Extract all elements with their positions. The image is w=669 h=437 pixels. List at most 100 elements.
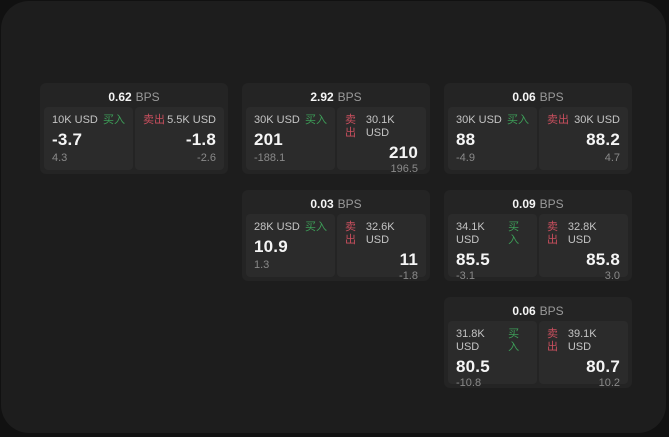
buy-delta: 4.3 (52, 152, 68, 164)
cards-grid: 0.62 BPS 10K USD 买入 -3.7 4.3 卖出 5.5K USD… (40, 83, 632, 389)
sell-size: 30K USD (574, 114, 620, 126)
bps-header: 0.06 BPS (448, 87, 628, 107)
buy-panel-top: 31.8K USD 买入 (456, 328, 529, 354)
sell-panel-top: 卖出 32.8K USD (547, 221, 620, 247)
sell-panel[interactable]: 卖出 32.6K USD 11 -1.8 (337, 214, 426, 282)
buy-panel[interactable]: 30K USD 买入 201 -188.1 (246, 107, 335, 170)
card-body: 31.8K USD 买入 80.5 -10.8 卖出 39.1K USD 80.… (448, 321, 628, 389)
bps-header: 2.92 BPS (246, 87, 426, 107)
card-body: 28K USD 买入 10.9 1.3 卖出 32.6K USD 11 -1.8 (246, 214, 426, 282)
buy-delta: -4.9 (456, 152, 475, 164)
buy-panel[interactable]: 30K USD 买入 88 -4.9 (448, 107, 537, 170)
buy-size: 30K USD (456, 114, 502, 126)
bps-unit-label: BPS (135, 90, 160, 104)
sell-tag: 卖出 (547, 221, 558, 246)
buy-delta: -188.1 (254, 152, 286, 164)
sell-panel-top: 卖出 32.6K USD (345, 221, 418, 247)
card-body: 30K USD 买入 88 -4.9 卖出 30K USD 88.2 4.7 (448, 107, 628, 170)
bps-unit-label: BPS (337, 90, 362, 104)
sell-delta: 10.2 (598, 377, 620, 389)
sell-size: 32.6K USD (365, 221, 395, 246)
bps-value: 2.92 (310, 90, 334, 104)
buy-tag: 买入 (103, 114, 125, 126)
sell-panel-top: 卖出 39.1K USD (547, 328, 620, 354)
buy-panel-top: 28K USD 买入 (254, 221, 327, 234)
sell-tag: 卖出 (345, 221, 356, 246)
buy-price: 88 (456, 130, 476, 149)
bps-value: 0.09 (512, 197, 536, 211)
buy-tag: 买入 (305, 114, 327, 126)
sell-price: 80.7 (586, 357, 620, 376)
quote-card: 0.09 BPS 34.1K USD 买入 85.5 -3.1 卖出 32.8K… (444, 190, 632, 282)
bps-header: 0.06 BPS (448, 301, 628, 321)
bps-unit-label: BPS (337, 197, 362, 211)
buy-size: 34.1K USD (456, 221, 485, 246)
quote-card: 0.06 BPS 31.8K USD 买入 80.5 -10.8 卖出 39.1… (444, 297, 632, 389)
sell-tag: 卖出 (345, 114, 356, 139)
sell-delta: 3.0 (604, 270, 620, 282)
buy-delta: -3.1 (456, 270, 475, 282)
sell-panel-top: 卖出 30.1K USD (345, 114, 418, 140)
buy-panel-top: 30K USD 买入 (254, 114, 327, 127)
buy-size: 28K USD (254, 221, 300, 233)
buy-panel[interactable]: 10K USD 买入 -3.7 4.3 (44, 107, 133, 170)
bps-unit-label: BPS (539, 90, 564, 104)
sell-panel[interactable]: 卖出 32.8K USD 85.8 3.0 (539, 214, 628, 282)
sell-panel[interactable]: 卖出 30K USD 88.2 4.7 (539, 107, 628, 170)
bps-header: 0.03 BPS (246, 194, 426, 214)
quote-card: 0.03 BPS 28K USD 买入 10.9 1.3 卖出 32.6K US… (242, 190, 430, 282)
bps-value: 0.62 (108, 90, 132, 104)
buy-price: 85.5 (456, 250, 490, 269)
buy-panel-top: 34.1K USD 买入 (456, 221, 529, 247)
buy-size: 31.8K USD (456, 328, 485, 353)
buy-price: -3.7 (52, 130, 83, 149)
buy-price: 201 (254, 130, 283, 149)
sell-panel[interactable]: 卖出 5.5K USD -1.8 -2.6 (135, 107, 224, 170)
buy-tag: 买入 (507, 114, 529, 126)
bps-unit-label: BPS (539, 304, 564, 318)
sell-panel-top: 卖出 5.5K USD (143, 114, 216, 127)
sell-tag: 卖出 (547, 328, 558, 353)
card-body: 34.1K USD 买入 85.5 -3.1 卖出 32.8K USD 85.8… (448, 214, 628, 282)
quote-card: 2.92 BPS 30K USD 买入 201 -188.1 卖出 30.1K … (242, 83, 430, 175)
buy-delta: 1.3 (254, 259, 270, 271)
buy-delta: -10.8 (456, 377, 482, 389)
sell-tag: 卖出 (143, 114, 165, 126)
sell-price: 11 (399, 250, 418, 269)
sell-price: 210 (389, 143, 418, 162)
buy-panel-top: 30K USD 买入 (456, 114, 529, 127)
bps-value: 0.03 (310, 197, 334, 211)
bps-value: 0.06 (512, 90, 536, 104)
sell-delta: 4.7 (604, 152, 620, 164)
sell-size: 39.1K USD (567, 328, 597, 353)
buy-panel[interactable]: 28K USD 买入 10.9 1.3 (246, 214, 335, 277)
sell-size: 30.1K USD (365, 114, 395, 139)
sell-size: 5.5K USD (167, 114, 216, 126)
quote-card: 0.62 BPS 10K USD 买入 -3.7 4.3 卖出 5.5K USD… (40, 83, 228, 174)
bps-header: 0.09 BPS (448, 194, 628, 214)
buy-tag: 买入 (305, 221, 327, 233)
sell-panel-top: 卖出 30K USD (547, 114, 620, 127)
buy-size: 10K USD (52, 114, 98, 126)
buy-price: 80.5 (456, 357, 490, 376)
sell-panel[interactable]: 卖出 39.1K USD 80.7 10.2 (539, 321, 628, 389)
sell-tag: 卖出 (547, 114, 569, 126)
card-body: 30K USD 买入 201 -188.1 卖出 30.1K USD 210 1… (246, 107, 426, 175)
sell-panel[interactable]: 卖出 30.1K USD 210 196.5 (337, 107, 426, 175)
bps-value: 0.06 (512, 304, 536, 318)
buy-tag: 买入 (508, 221, 520, 246)
sell-price: -1.8 (185, 130, 216, 149)
sell-price: 88.2 (586, 130, 620, 149)
buy-size: 30K USD (254, 114, 300, 126)
bps-unit-label: BPS (539, 197, 564, 211)
bps-header: 0.62 BPS (44, 87, 224, 107)
sell-delta: -2.6 (197, 152, 216, 164)
sell-delta: -1.8 (399, 270, 418, 282)
quote-card: 0.06 BPS 30K USD 买入 88 -4.9 卖出 30K USD 8… (444, 83, 632, 174)
buy-tag: 买入 (508, 328, 520, 353)
buy-panel[interactable]: 31.8K USD 买入 80.5 -10.8 (448, 321, 537, 389)
sell-delta: 196.5 (390, 163, 418, 175)
card-body: 10K USD 买入 -3.7 4.3 卖出 5.5K USD -1.8 -2.… (44, 107, 224, 170)
buy-panel[interactable]: 34.1K USD 买入 85.5 -3.1 (448, 214, 537, 282)
buy-price: 10.9 (254, 237, 288, 256)
